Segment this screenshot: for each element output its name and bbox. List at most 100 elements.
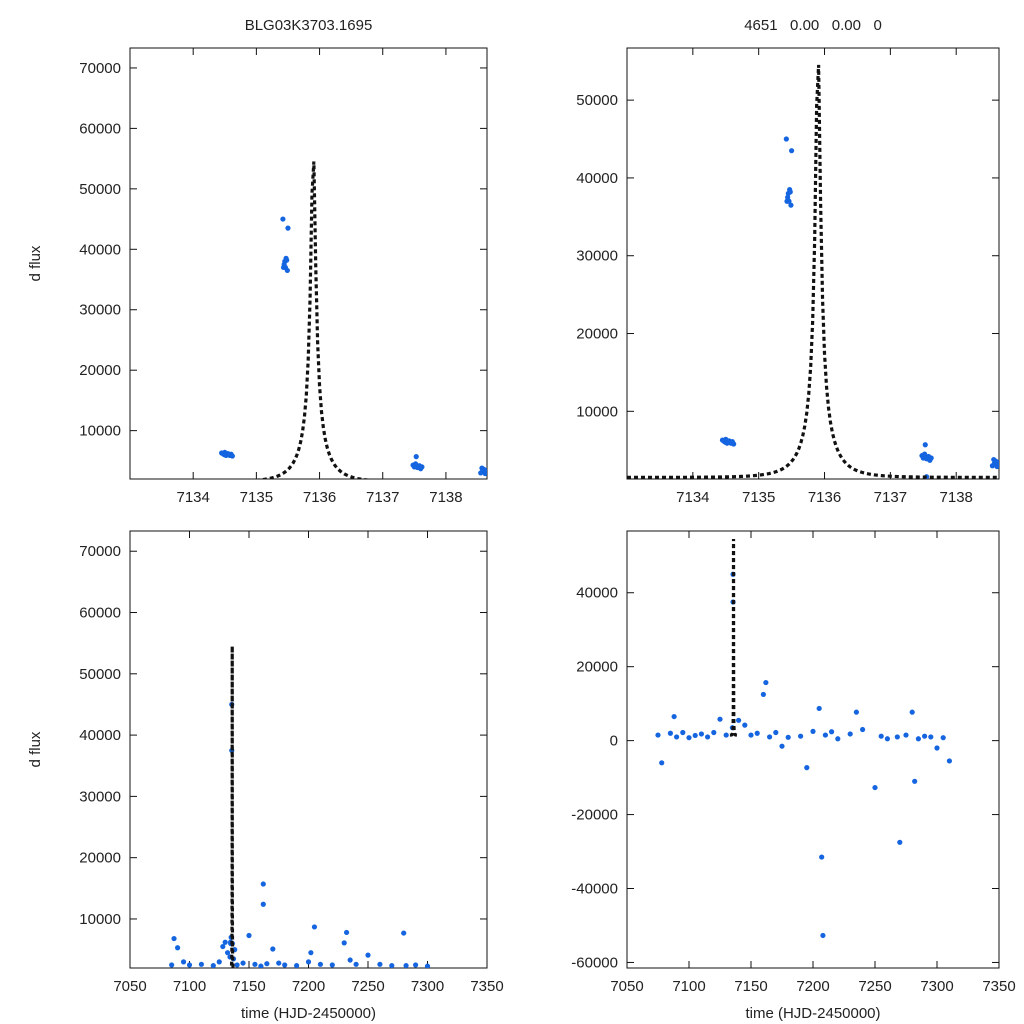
x-tick-label: 7135 (240, 489, 273, 506)
data-point (347, 957, 353, 963)
y-axis-label: d flux (27, 245, 44, 281)
data-point (692, 732, 698, 739)
y-axis-label: d flux (27, 731, 44, 767)
data-point (884, 736, 891, 742)
y-tick-label: 70000 (79, 60, 121, 77)
data-point (341, 940, 347, 946)
data-point (222, 939, 228, 945)
data-point (894, 734, 900, 740)
data-point (403, 962, 409, 968)
y-tick-label: 70000 (79, 543, 121, 560)
panel-full-scaled: d flux time (HJD-2450000) 7050 7100 7150 72… (27, 530, 504, 1022)
data-point (767, 734, 773, 740)
data-point (922, 733, 928, 739)
x-tick-label: 7350 (982, 978, 1015, 995)
data-point (308, 950, 314, 956)
y-tick-label: -40000 (571, 881, 618, 898)
data-point (922, 451, 928, 457)
data-point (674, 734, 680, 740)
data-point (282, 962, 288, 968)
x-tick-label: 7134 (176, 489, 209, 506)
data-point (282, 264, 289, 271)
panel-zoom-scaled: BLG03K3703.1695 d flux 7134 7135 7136 7137 7… (27, 17, 488, 506)
data-point (175, 945, 181, 951)
plot-frame (129, 47, 488, 480)
data-point (329, 962, 335, 968)
plot-area (219, 161, 487, 479)
data-point (252, 961, 258, 967)
data-point (820, 932, 826, 939)
x-tick-label: 7138 (429, 489, 462, 506)
data-point (180, 959, 187, 965)
panel-full-auto: time (HJD-2450000) 7050 7100 7150 7200 7250 7… (571, 530, 1016, 1022)
y-tick-label: 60000 (79, 120, 121, 137)
data-point (853, 709, 860, 715)
data-point (225, 452, 232, 458)
data-point (667, 730, 674, 736)
data-point (365, 952, 371, 958)
data-point (483, 467, 487, 474)
x-tick-label: 7138 (940, 489, 973, 506)
data-point (258, 963, 264, 968)
data-point (897, 839, 903, 845)
data-point (220, 943, 226, 950)
data-point (860, 726, 866, 733)
x-tick-label: 7137 (366, 489, 399, 506)
data-point (909, 709, 915, 715)
data-point (779, 743, 785, 749)
x-tick-label: 7100 (672, 978, 705, 995)
y-tick-label: 20000 (79, 362, 121, 379)
y-tick-label: 40000 (576, 170, 618, 187)
data-point (940, 735, 946, 741)
y-tick-label: 0 (610, 733, 618, 750)
data-point (419, 464, 425, 470)
data-point (773, 729, 779, 736)
data-point (835, 736, 841, 742)
data-point (479, 465, 485, 471)
x-tick-label: 7136 (303, 489, 336, 506)
panel-zoom-auto: 4651 0.00 0.00 0 7134 7135 7136 7137 7138 100… (576, 17, 1000, 506)
panel-title: 4651 0.00 0.00 0 (744, 17, 882, 34)
data-point (878, 733, 884, 739)
x-tick-label: 7300 (411, 978, 444, 995)
model-curve (229, 646, 235, 968)
data-point (284, 257, 290, 263)
data-point (222, 449, 228, 456)
data-point (413, 454, 419, 460)
data-point (285, 225, 291, 231)
x-axis-label: time (HJD-2450000) (745, 1005, 880, 1022)
x-tick-label: 7350 (470, 978, 503, 995)
data-point (240, 960, 246, 966)
data-point (789, 148, 795, 154)
data-point (317, 961, 323, 967)
y-tick-label: 30000 (576, 248, 618, 265)
data-point (671, 713, 677, 720)
data-point (216, 959, 222, 965)
y-tick-label: 50000 (576, 92, 618, 109)
data-point (946, 758, 953, 764)
data-point (915, 736, 922, 742)
data-point (659, 760, 665, 766)
data-point (655, 732, 661, 738)
x-axis-label: time (HJD-2450000) (241, 1005, 376, 1022)
y-tick-label: 50000 (79, 666, 121, 683)
x-tick-label: 7300 (920, 978, 953, 995)
x-tick-label: 7135 (742, 489, 775, 506)
plot-frame (626, 47, 1000, 480)
data-point (717, 716, 723, 722)
y-tick-label: 30000 (79, 788, 121, 805)
data-point (705, 734, 711, 740)
x-tick-label: 7200 (292, 978, 325, 995)
data-point (294, 962, 300, 968)
data-point (816, 705, 822, 712)
data-point (311, 924, 318, 930)
data-point (413, 962, 419, 968)
data-point (186, 962, 193, 968)
data-point (748, 732, 754, 738)
data-point (731, 441, 737, 447)
data-point (903, 732, 909, 738)
x-tick-label: 7050 (610, 978, 643, 995)
y-tick-label: 10000 (79, 911, 121, 928)
y-tick-label: 20000 (79, 850, 121, 867)
x-tick-label: 7100 (173, 978, 206, 995)
